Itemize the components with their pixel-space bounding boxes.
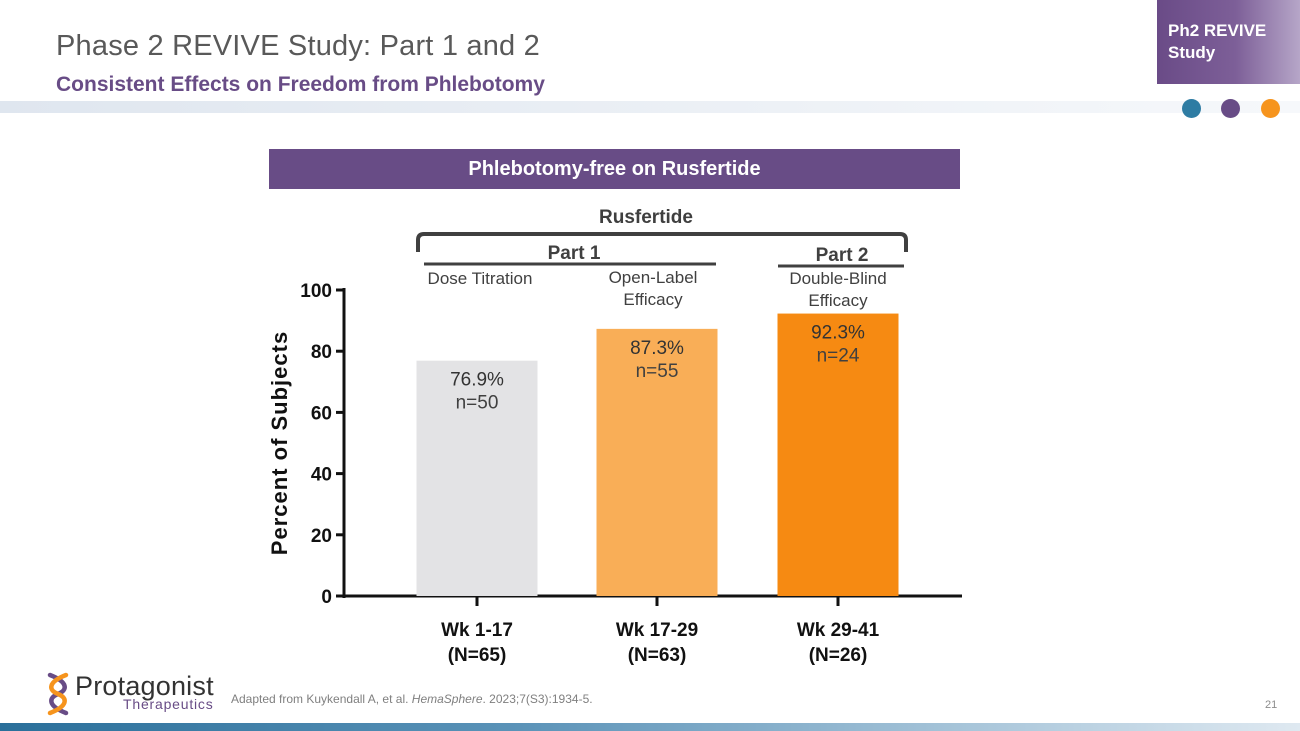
- part-label: Part 1: [548, 243, 601, 264]
- part-label: Part 2: [816, 245, 869, 266]
- x-tick-label-n: (N=65): [448, 645, 507, 666]
- page-subtitle: Consistent Effects on Freedom from Phleb…: [56, 73, 545, 96]
- bar-n-label: n=50: [456, 393, 499, 414]
- page-title: Phase 2 REVIVE Study: Part 1 and 2: [56, 30, 540, 62]
- dna-logo-icon: [47, 672, 69, 716]
- phase-label: Open-Label: [609, 268, 698, 287]
- bar: [777, 313, 899, 596]
- bar-n-label: n=55: [636, 361, 679, 382]
- bar: [416, 360, 538, 596]
- logo-subtitle: Therapeutics: [123, 696, 214, 712]
- phase-label-line2: Efficacy: [623, 290, 683, 309]
- section-tag-line1: Ph2 REVIVE: [1168, 21, 1267, 40]
- purple-dot-icon: [1221, 99, 1240, 118]
- footer-band: [0, 723, 1300, 731]
- bar-value-label: 87.3%: [630, 338, 684, 359]
- section-tag-line2: Study: [1168, 43, 1216, 62]
- phase-label: Dose Titration: [428, 269, 533, 288]
- logo-name: Protagonist: [75, 671, 214, 701]
- x-tick-label: Wk 17-29: [616, 620, 698, 641]
- header-band: [0, 101, 1300, 113]
- orange-dot-icon: [1261, 99, 1280, 118]
- section-tag: Ph2 REVIVE Study: [1157, 0, 1300, 84]
- phase-label: Double-Blind: [789, 269, 886, 288]
- bar-value-label: 76.9%: [450, 370, 504, 391]
- y-tick-label: 100: [300, 281, 332, 302]
- chart-title: Phlebotomy-free on Rusfertide: [468, 157, 761, 180]
- blue-dot-icon: [1182, 99, 1201, 118]
- page-number: 21: [1265, 699, 1278, 711]
- citation: Adapted from Kuykendall A, et al. HemaSp…: [231, 692, 593, 706]
- x-tick-label-n: (N=26): [809, 645, 868, 666]
- bar-value-label: 92.3%: [811, 323, 865, 344]
- citation-journal: HemaSphere: [411, 692, 483, 706]
- x-tick-label: Wk 1-17: [441, 620, 513, 641]
- bracket-line: [416, 232, 908, 252]
- bar-n-label: n=24: [817, 346, 860, 367]
- y-tick-label: 20: [311, 526, 332, 547]
- x-tick-label: Wk 29-41: [797, 620, 880, 641]
- y-tick-label: 80: [311, 342, 332, 363]
- bracket-label: Rusfertide: [599, 207, 693, 228]
- company-logo: Protagonist Therapeutics: [44, 671, 244, 716]
- citation-suffix: . 2023;7(S3):1934-5.: [482, 692, 593, 706]
- chart-title-banner: Phlebotomy-free on Rusfertide: [269, 149, 960, 189]
- bar: [596, 328, 718, 596]
- citation-prefix: Adapted from Kuykendall A, et al.: [231, 692, 412, 706]
- y-tick-label: 0: [321, 587, 332, 608]
- y-tick-label: 40: [311, 465, 332, 486]
- y-axis-title: Percent of Subjects: [267, 331, 292, 555]
- y-tick-label: 60: [311, 403, 332, 424]
- x-tick-label-n: (N=63): [628, 645, 687, 666]
- phase-label-line2: Efficacy: [808, 291, 868, 310]
